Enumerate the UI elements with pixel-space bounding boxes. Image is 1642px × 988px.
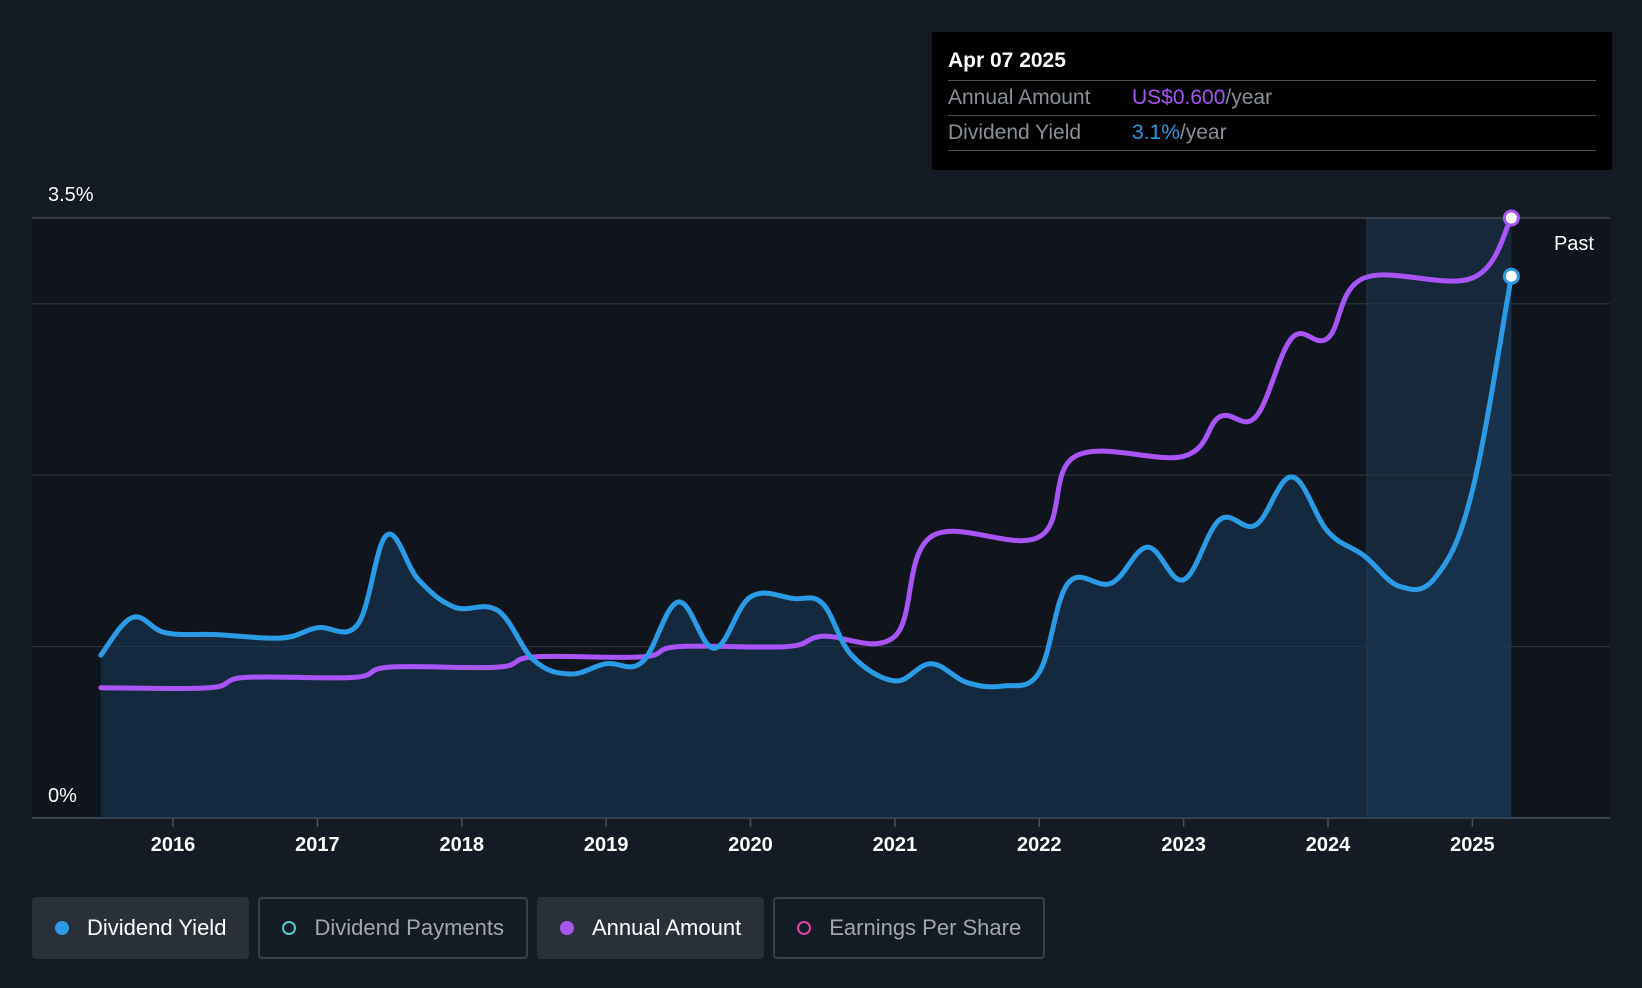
- dividend-yield-line: [98, 273, 1514, 690]
- legend-annual-amount[interactable]: Annual Amount: [536, 897, 765, 959]
- tooltip-yield-label: Dividend Yield: [948, 121, 1082, 144]
- legend-earnings-per-share[interactable]: Earnings Per Share: [773, 897, 1046, 959]
- legend-label: Earnings Per Share: [829, 915, 1022, 940]
- tooltip-yield-row: Dividend Yield 3.1% /year: [948, 115, 1596, 151]
- tooltip-yield-unit: /year: [1179, 121, 1227, 144]
- x-tick-label: 2017: [295, 834, 340, 856]
- tooltip-annual-row: Annual Amount US$0.600 /year: [948, 80, 1596, 115]
- tooltip-yield-value: 3.1%: [1132, 121, 1180, 144]
- annual-amount-line: [98, 215, 1514, 692]
- x-tick-label: 2018: [440, 834, 485, 856]
- x-tick-label: 2019: [584, 834, 629, 856]
- past-label: Past: [1554, 233, 1594, 255]
- dividend-yield-area: [100, 276, 1512, 818]
- y-tick-label-bottom: 0%: [48, 785, 77, 807]
- x-tick-label: 2023: [1161, 834, 1206, 856]
- tooltip-date: Apr 07 2025: [948, 49, 1066, 72]
- x-tick-label: 2020: [728, 834, 773, 856]
- legend-label: Annual Amount: [591, 915, 742, 940]
- dividend-yield-endpoint: [1502, 267, 1520, 285]
- x-tick-label: 2024: [1306, 834, 1351, 856]
- x-tick-label: 2016: [151, 834, 196, 856]
- tooltip-annual-value: US$0.600: [1132, 86, 1226, 109]
- legend-ring-icon: [282, 921, 297, 935]
- x-tick-label: 2021: [873, 834, 918, 856]
- legend-label: Dividend Yield: [87, 915, 227, 940]
- legend-dividend-payments[interactable]: Dividend Payments: [258, 897, 528, 959]
- legend-label: Dividend Payments: [314, 915, 504, 940]
- y-tick-label-top: 3.5%: [48, 184, 94, 206]
- tooltip-annual-label: Annual Amount: [948, 86, 1091, 109]
- legend-dividend-yield[interactable]: Dividend Yield: [32, 897, 250, 959]
- legend-dot-icon: [55, 921, 69, 935]
- legend-ring-icon: [797, 921, 812, 935]
- x-tick-label: 2025: [1450, 834, 1495, 856]
- tooltip: Apr 07 2025 Annual Amount US$0.600 /year…: [932, 32, 1612, 170]
- annual-amount-endpoint: [1502, 209, 1520, 227]
- legend: Dividend Yield Dividend Payments Annual …: [32, 897, 1054, 959]
- legend-dot-icon: [559, 921, 574, 935]
- tooltip-annual-unit: /year: [1225, 86, 1273, 109]
- x-tick-label: 2022: [1017, 834, 1062, 856]
